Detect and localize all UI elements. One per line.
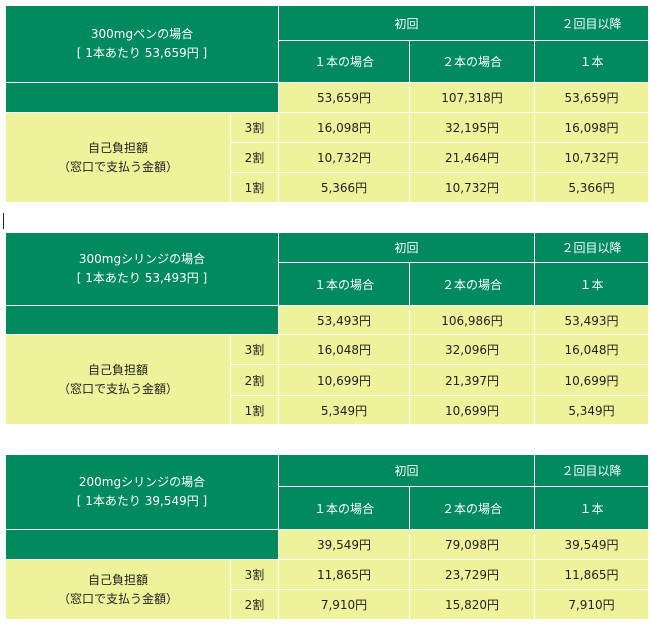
amount-one: 7,910円 [278,589,410,620]
burden-label-cell: 自己負担額 （窓口で支払う金額） [5,559,231,620]
price-later: 39,549円 [534,529,650,560]
header-first-dose: 初回 [277,232,536,263]
blank-cell [5,305,279,335]
amount-two: 10,699円 [408,395,536,425]
subheader-two-syringes: ２本の場合 [408,262,536,306]
header-first-dose: 初回 [277,454,536,487]
amount-later: 16,048円 [534,334,650,365]
amount-one: 16,048円 [278,334,410,365]
burden-label: 自己負担額 [87,572,148,587]
subheader-two-pens: ２本の場合 [408,40,536,83]
product-title-cell: 300mgシリンジの場合 [ 1本あたり 53,493円 ] [5,232,279,306]
subheader-later-one: １本 [534,262,650,306]
blank-cell [5,82,279,113]
price-one: 39,549円 [278,529,410,560]
text-cursor [3,213,4,229]
burden-note: （窓口で支払う金額） [57,591,178,606]
header-first-dose: 初回 [277,5,536,41]
product-title: 300mgシリンジの場合 [78,252,206,266]
rate-cell: 3割 [230,559,279,590]
amount-one: 5,366円 [278,172,410,203]
rate-cell: 2割 [230,364,279,396]
rate-cell: 1割 [230,395,279,425]
burden-label-cell: 自己負担額 （窓口で支払う金額） [5,112,231,203]
amount-one: 10,699円 [278,364,410,396]
amount-later: 5,349円 [534,395,650,425]
amount-one: 11,865円 [278,559,410,590]
header-later-doses: ２回目以降 [534,454,650,487]
price-table-300mg-pen: 300mgペンの場合 [ 1本あたり 53,659円 ] 初回 ２回目以降 １本… [5,5,650,203]
header-later-doses: ２回目以降 [534,232,650,263]
product-title: 200mgシリンジの場合 [78,475,206,489]
subheader-two-syringes: ２本の場合 [408,486,536,530]
price-later: 53,659円 [534,82,650,113]
subheader-later-one: １本 [534,40,650,83]
blank-cell [5,529,279,560]
subheader-one-syringe: １本の場合 [278,262,410,306]
amount-later: 7,910円 [534,589,650,620]
product-title-cell: 300mgペンの場合 [ 1本あたり 53,659円 ] [5,5,279,83]
amount-two: 15,820円 [408,589,536,620]
price-two: 107,318円 [408,82,536,113]
subheader-one-pen: １本の場合 [278,40,410,83]
rate-cell: 3割 [230,334,279,365]
amount-two: 21,397円 [408,364,536,396]
header-later-doses: ２回目以降 [534,5,650,41]
price-later: 53,493円 [534,305,650,335]
amount-later: 11,865円 [534,559,650,590]
burden-note: （窓口で支払う金額） [57,159,178,174]
amount-later: 5,366円 [534,172,650,203]
price-two: 106,986円 [408,305,536,335]
subheader-later-one: １本 [534,486,650,530]
amount-later: 16,098円 [534,112,650,143]
amount-one: 16,098円 [278,112,410,143]
price-table-300mg-syringe: 300mgシリンジの場合 [ 1本あたり 53,493円 ] 初回 ２回目以降 … [5,232,650,425]
subheader-one-syringe: １本の場合 [278,486,410,530]
unit-price-note: [ 1本あたり 39,549円 ] [76,494,208,508]
price-two: 79,098円 [408,529,536,560]
amount-two: 23,729円 [408,559,536,590]
price-one: 53,493円 [278,305,410,335]
rate-cell: 2割 [230,589,279,620]
amount-later: 10,732円 [534,142,650,173]
amount-later: 10,699円 [534,364,650,396]
amount-two: 21,464円 [408,142,536,173]
product-title: 300mgペンの場合 [90,27,194,41]
unit-price-note: [ 1本あたり 53,493円 ] [76,271,208,285]
burden-label-cell: 自己負担額 （窓口で支払う金額） [5,334,231,425]
amount-two: 32,096円 [408,334,536,365]
burden-note: （窓口で支払う金額） [57,381,178,396]
price-table-200mg-syringe: 200mgシリンジの場合 [ 1本あたり 39,549円 ] 初回 ２回目以降 … [5,454,650,620]
amount-one: 10,732円 [278,142,410,173]
amount-two: 32,195円 [408,112,536,143]
rate-cell: 3割 [230,112,279,143]
amount-one: 5,349円 [278,395,410,425]
price-one: 53,659円 [278,82,410,113]
rate-cell: 1割 [230,172,279,203]
amount-two: 10,732円 [408,172,536,203]
burden-label: 自己負担額 [87,362,148,377]
unit-price-note: [ 1本あたり 53,659円 ] [76,46,208,60]
product-title-cell: 200mgシリンジの場合 [ 1本あたり 39,549円 ] [5,454,279,530]
burden-label: 自己負担額 [87,140,148,155]
rate-cell: 2割 [230,142,279,173]
